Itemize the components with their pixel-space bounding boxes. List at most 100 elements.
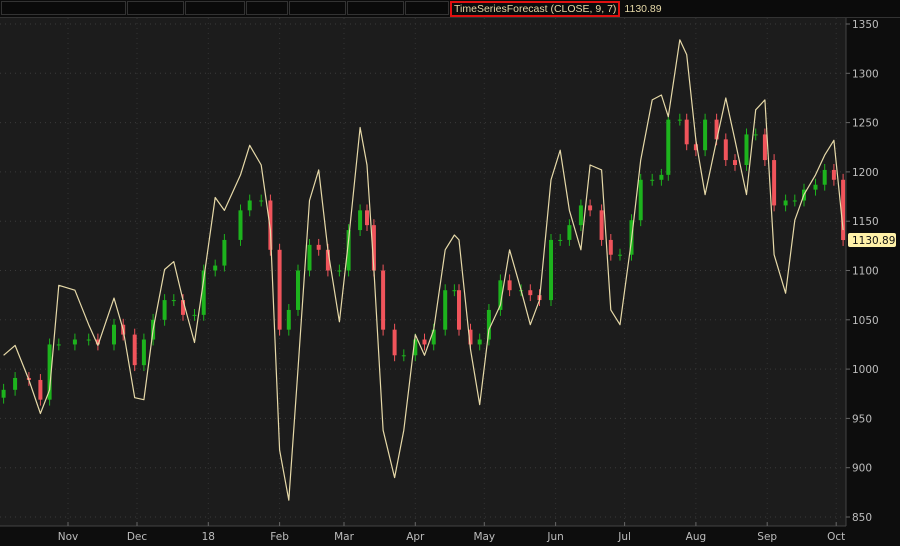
candle [192, 308, 197, 321]
x-tick-label: Jul [617, 531, 631, 543]
candle-body [468, 329, 473, 345]
candle-body [723, 139, 728, 161]
candle [457, 284, 461, 336]
candle [753, 128, 758, 141]
candle-body [498, 280, 503, 310]
candle [507, 274, 512, 297]
candle-body [47, 344, 52, 400]
candle [666, 113, 671, 181]
header-cell [289, 1, 346, 15]
candle-body [650, 179, 655, 181]
candle-body [659, 174, 664, 180]
candle [72, 333, 77, 351]
last-price-box [848, 233, 896, 248]
candle [549, 234, 553, 306]
x-tick-label: May [473, 531, 495, 543]
candle-body [337, 270, 342, 272]
candle [831, 164, 836, 186]
candle [38, 374, 43, 406]
candle [822, 164, 827, 191]
candle [13, 372, 18, 396]
candle-body [38, 379, 43, 400]
candle-body [578, 205, 583, 226]
candle-body [162, 300, 167, 320]
candle [286, 304, 291, 336]
y-tick-label: 1350 [852, 19, 879, 31]
candle [316, 238, 321, 256]
candle [618, 248, 622, 261]
candle-body [1, 389, 6, 398]
x-tick-label: Feb [270, 531, 289, 543]
candle [638, 173, 643, 227]
candle [703, 113, 708, 157]
candle [677, 113, 682, 126]
study-value: 1130.89 [624, 3, 662, 15]
candle [401, 349, 406, 362]
candle-body [141, 339, 146, 366]
candle [296, 264, 300, 316]
candle-body [181, 300, 185, 315]
candle-body [13, 377, 18, 390]
candle-body [599, 210, 604, 240]
candle [307, 238, 312, 277]
candle [268, 194, 273, 256]
y-tick-label: 850 [852, 512, 872, 524]
study-label[interactable]: TimeSeriesForecast (CLOSE, 9, 7) [450, 1, 621, 17]
candle-body [238, 210, 243, 240]
candle-body [316, 244, 321, 250]
candle-body [443, 290, 448, 330]
candle-body [703, 119, 708, 151]
candle-body [371, 225, 376, 271]
y-tick-label: 1050 [852, 315, 879, 327]
candle-body [325, 249, 330, 271]
candle [47, 338, 52, 406]
candle [486, 304, 491, 346]
y-tick-label: 1100 [852, 266, 879, 278]
candle-body [259, 200, 264, 202]
candle-body [486, 309, 491, 340]
candle [599, 204, 604, 246]
candle-body [346, 230, 351, 271]
header-cell [127, 1, 184, 15]
candle-body [638, 179, 643, 221]
candle [498, 274, 503, 316]
candle-body [192, 314, 197, 316]
candle [578, 199, 583, 232]
candle [733, 154, 737, 171]
x-tick-label: Dec [127, 531, 148, 543]
candle-body [358, 210, 363, 231]
candle-body [457, 290, 461, 330]
candle-body [477, 339, 482, 345]
candle [608, 234, 613, 261]
candle [132, 328, 137, 372]
x-tick-label: Aug [686, 531, 707, 543]
candle [659, 168, 664, 186]
candle [762, 128, 767, 166]
x-tick-label: Mar [334, 531, 354, 543]
candle-body [95, 339, 100, 345]
candle-body [286, 309, 291, 330]
candle-body [201, 270, 206, 315]
candle-body [296, 270, 300, 310]
candle [112, 318, 116, 351]
candle [477, 333, 482, 351]
candle [346, 224, 351, 277]
last-price-marker: 1130.89 [848, 233, 896, 248]
header-cell [347, 1, 404, 15]
candle [650, 173, 655, 186]
candle [1, 383, 6, 404]
candle-body [744, 134, 749, 165]
candle-body [772, 160, 777, 206]
candle-body [452, 290, 457, 292]
candle-body [86, 339, 91, 341]
candle-body [277, 249, 282, 330]
x-tick-label: Oct [827, 531, 845, 543]
header-cell [1, 1, 126, 15]
candle [684, 113, 689, 151]
candle-body [693, 144, 698, 151]
candle [528, 284, 533, 302]
candle [744, 128, 749, 171]
y-tick-label: 1250 [852, 118, 879, 130]
candle [588, 199, 593, 217]
